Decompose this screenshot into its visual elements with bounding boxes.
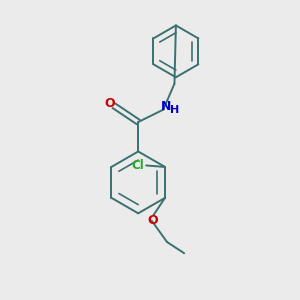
- Text: O: O: [104, 97, 115, 110]
- Text: Cl: Cl: [131, 159, 144, 172]
- Text: N: N: [160, 100, 171, 112]
- Text: H: H: [170, 105, 179, 115]
- Text: O: O: [148, 214, 158, 227]
